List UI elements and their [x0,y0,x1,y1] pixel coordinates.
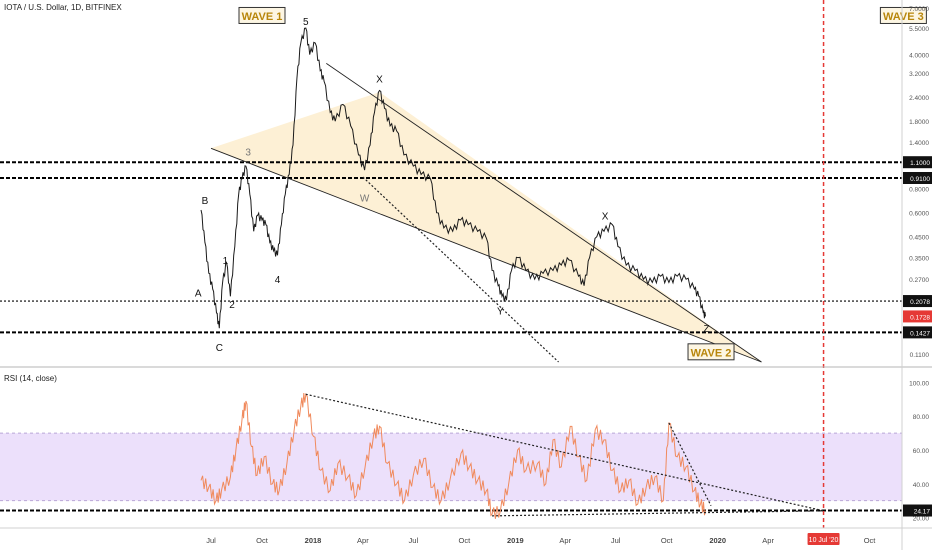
target-date-badge [807,533,840,545]
wave-point-label: Y [497,307,504,318]
x-tick-label: Oct [256,536,269,545]
y-tick-label: 4.0000 [909,53,929,60]
rsi-y-tick-label: 80.00 [913,414,930,421]
rsi-y-tick-label: 40.00 [913,482,930,489]
rsi-trendline[interactable] [305,393,824,512]
rsi-level-badge [903,504,932,517]
x-tick-label: Oct [661,536,674,545]
rsi-pane-title: RSI (14, close) [4,374,57,383]
x-tick-label: Oct [864,536,877,545]
triangle-zone-fill [211,92,762,362]
wave-point-label: Z [704,324,710,335]
target-date-label: 10 Jul '20 [809,537,839,544]
wave-point-label: 1 [223,256,229,267]
y-tick-label: 1.8000 [909,119,929,126]
x-tick-label: Apr [357,536,369,545]
x-tick-label: 2020 [709,536,726,545]
price-series-line[interactable] [200,27,706,329]
y-tick-label: 3.2000 [909,71,929,78]
wave-label-box[interactable] [879,6,927,24]
price-level-badge [903,156,932,169]
symbol-title: IOTA / U.S. Dollar, 1D, BITFINEX [4,3,122,12]
wave-label-box[interactable] [238,6,286,24]
x-tick-label: Apr [762,536,774,545]
wave-label: WAVE 1 [242,11,283,23]
price-level-label: 0.2078 [910,299,930,306]
wave-point-label: 5 [303,17,309,28]
price-level-label: 0.1427 [910,330,930,337]
price-level-badge [903,295,932,308]
x-tick-label: 2018 [305,536,322,545]
last-price-label: 0.1728 [910,314,930,321]
y-tick-label: 5.5000 [909,26,929,33]
rsi-trendline[interactable] [668,422,712,507]
x-tick-label: Oct [459,536,472,545]
rsi-y-tick-label: 60.00 [913,448,930,455]
wave-point-label: 3 [245,148,251,159]
wave-label-box[interactable] [687,343,735,361]
wave-point-label: 4 [275,275,281,286]
wave-point-label: B [202,196,209,207]
y-tick-label: 2.4000 [909,95,929,102]
triangle-upper-trendline[interactable] [326,63,762,363]
rsi-trendline[interactable] [492,510,824,517]
y-tick-label: 0.6000 [909,211,929,218]
x-tick-label: Apr [559,536,571,545]
price-level-badge [903,171,932,184]
wave-label: WAVE 2 [691,347,732,359]
wave-point-label: W [360,194,370,205]
x-tick-label: Jul [409,536,419,545]
rsi-series-line[interactable] [200,392,706,519]
rsi-y-tick-label: 100.00 [909,380,929,387]
wave-point-label: C [216,343,223,354]
rsi-y-tick-label: 20.00 [913,516,930,523]
triangle-lower-trendline[interactable] [210,147,762,363]
x-tick-label: 2019 [507,536,524,545]
price-level-label: 0.9100 [910,176,930,183]
y-tick-label: 7.0000 [909,6,929,13]
y-tick-label: 0.1100 [910,352,930,359]
dotted-projection-line[interactable] [362,176,559,363]
y-tick-label: 0.3500 [909,256,929,263]
price-level-label: 1.1000 [910,160,930,167]
price-level-badge [903,326,932,339]
wave-point-label: 2 [229,300,235,311]
last-price-badge [903,310,932,323]
wave-point-label: X [602,212,609,223]
y-tick-label: 1.4000 [909,140,929,147]
y-tick-label: 0.8000 [909,187,929,194]
wave-point-label: A [195,289,202,300]
rsi-band [0,433,902,501]
wave-point-label: X [376,75,383,86]
y-tick-label: 0.2700 [909,277,929,284]
rsi-level-label: 24.17 [914,509,931,516]
wave-label: WAVE 3 [883,11,924,23]
y-tick-label: 0.4500 [909,235,929,242]
x-tick-label: Jul [611,536,621,545]
x-tick-label: Jul [206,536,216,545]
